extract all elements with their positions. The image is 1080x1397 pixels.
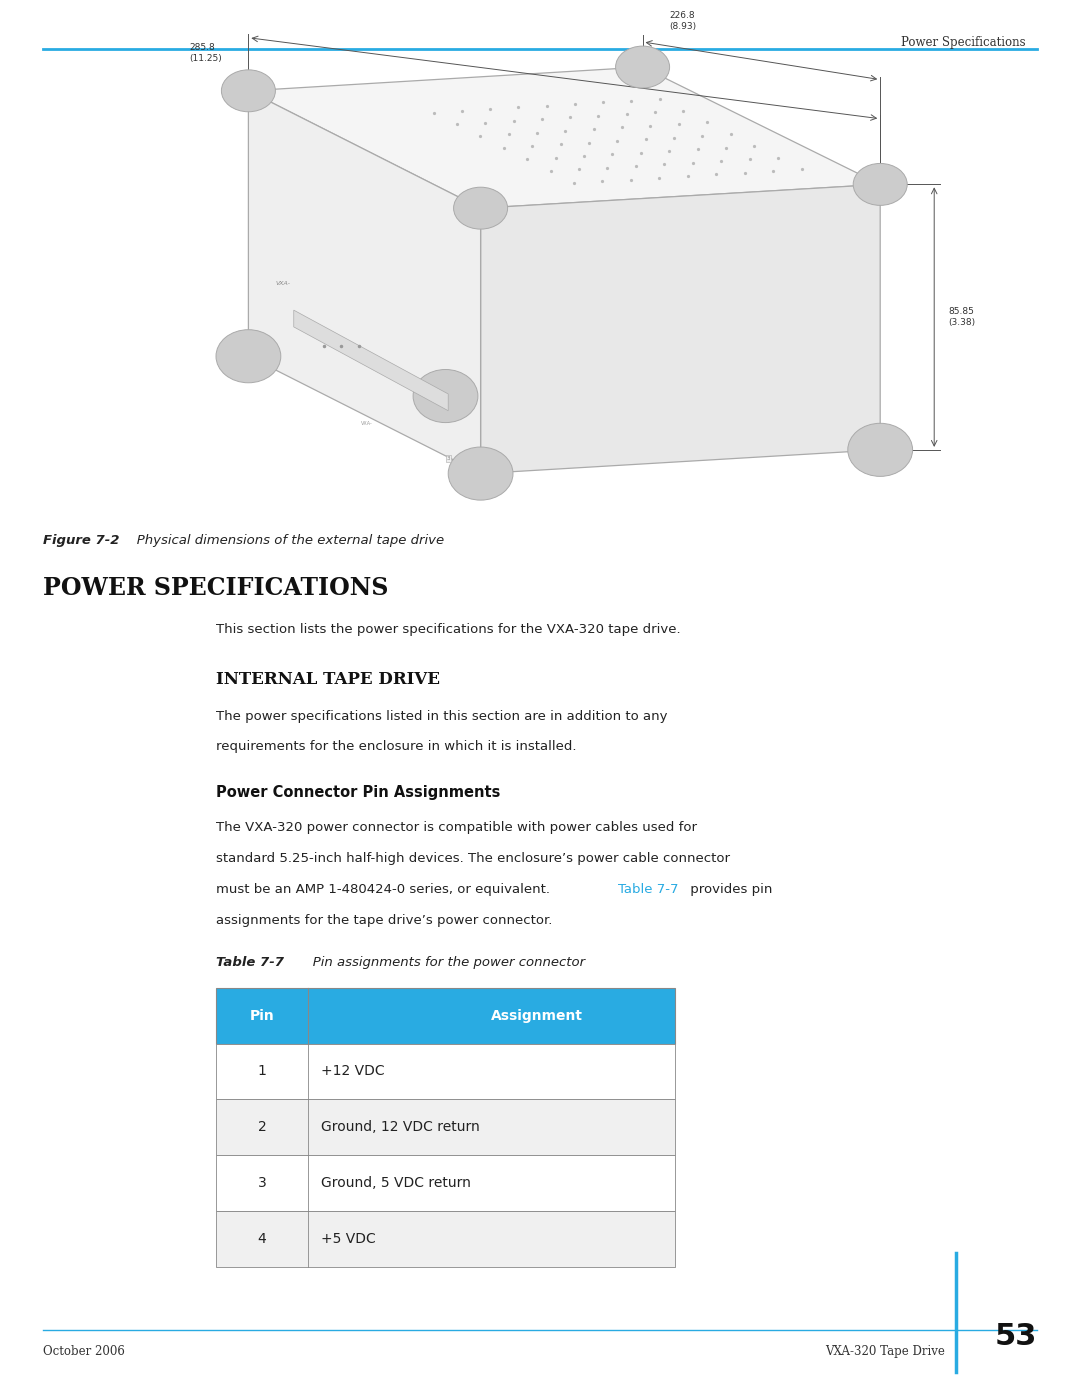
Text: Figure 7-2: Figure 7-2 (43, 534, 120, 546)
Text: provides pin: provides pin (686, 883, 772, 895)
Text: Ground, 12 VDC return: Ground, 12 VDC return (321, 1120, 480, 1134)
Ellipse shape (454, 187, 508, 229)
Ellipse shape (448, 447, 513, 500)
Text: Table 7-7: Table 7-7 (618, 883, 678, 895)
Bar (216, 1044, 675, 1099)
Text: Table 7-7: Table 7-7 (216, 956, 284, 968)
Text: +5 VDC: +5 VDC (321, 1232, 376, 1246)
Text: Pin assignments for the power connector: Pin assignments for the power connector (300, 956, 585, 968)
Text: 2: 2 (257, 1120, 267, 1134)
Text: standard 5.25-inch half-high devices. The enclosure’s power cable connector: standard 5.25-inch half-high devices. Th… (216, 852, 730, 865)
Text: 226.8
(8.93): 226.8 (8.93) (670, 11, 697, 31)
Text: 285.8
(11.25): 285.8 (11.25) (189, 43, 221, 63)
Text: 3: 3 (257, 1176, 267, 1190)
Text: 53: 53 (995, 1322, 1037, 1351)
Text: Power Connector Pin Assignments: Power Connector Pin Assignments (216, 785, 500, 800)
Text: 1: 1 (257, 1065, 267, 1078)
Text: Power Specifications: Power Specifications (902, 36, 1026, 49)
Text: must be an AMP 1-480424-0 series, or equivalent.: must be an AMP 1-480424-0 series, or equ… (216, 883, 554, 895)
Text: Pin: Pin (249, 1009, 274, 1023)
Text: October 2006: October 2006 (43, 1345, 125, 1358)
Polygon shape (248, 91, 481, 474)
Text: POWER SPECIFICATIONS: POWER SPECIFICATIONS (43, 576, 389, 599)
Ellipse shape (216, 330, 281, 383)
Bar (216, 988, 675, 1044)
Bar (216, 1099, 675, 1155)
Text: INTERNAL TAPE DRIVE: INTERNAL TAPE DRIVE (216, 671, 440, 687)
Ellipse shape (414, 369, 477, 422)
Bar (216, 1211, 675, 1267)
Text: 3: 3 (446, 455, 450, 461)
Ellipse shape (616, 46, 670, 88)
Text: assignments for the tape drive’s power connector.: assignments for the tape drive’s power c… (216, 914, 552, 926)
Text: VXA-: VXA- (275, 281, 291, 286)
Text: The VXA-320 power connector is compatible with power cables used for: The VXA-320 power connector is compatibl… (216, 821, 697, 834)
Text: This section lists the power specifications for the VXA-320 tape drive.: This section lists the power specificati… (216, 623, 680, 636)
Polygon shape (294, 310, 448, 411)
Text: 4: 4 (257, 1232, 267, 1246)
Polygon shape (248, 67, 880, 208)
Text: Assignment: Assignment (491, 1009, 583, 1023)
Text: VXA-: VXA- (362, 420, 373, 426)
Polygon shape (481, 184, 880, 474)
Text: +12 VDC: +12 VDC (321, 1065, 384, 1078)
Bar (216, 1155, 675, 1211)
Ellipse shape (221, 70, 275, 112)
Ellipse shape (848, 423, 913, 476)
Ellipse shape (853, 163, 907, 205)
Text: Ground, 5 VDC return: Ground, 5 VDC return (321, 1176, 471, 1190)
Text: The power specifications listed in this section are in addition to any: The power specifications listed in this … (216, 710, 667, 722)
Text: VXA-320 Tape Drive: VXA-320 Tape Drive (825, 1345, 945, 1358)
Text: requirements for the enclosure in which it is installed.: requirements for the enclosure in which … (216, 740, 577, 753)
Text: Physical dimensions of the external tape drive: Physical dimensions of the external tape… (124, 534, 444, 546)
Text: 85.85
(3.38): 85.85 (3.38) (948, 307, 975, 327)
